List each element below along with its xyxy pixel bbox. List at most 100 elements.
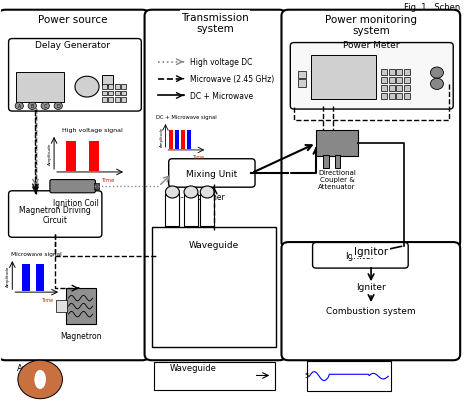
Text: Magnetron Driving
Circuit: Magnetron Driving Circuit	[19, 205, 91, 225]
Text: Microwave (2.45 GHz): Microwave (2.45 GHz)	[190, 75, 274, 84]
Bar	[115, 98, 120, 103]
Bar	[109, 85, 113, 90]
Bar	[36, 264, 44, 292]
Text: Waveguide: Waveguide	[189, 241, 239, 249]
Bar	[403, 93, 410, 99]
Bar	[335, 156, 340, 168]
Bar	[200, 194, 214, 227]
Text: Amplitude: Amplitude	[160, 126, 164, 146]
Bar	[389, 93, 395, 99]
Bar	[93, 184, 99, 190]
Text: Ignitor: Ignitor	[346, 251, 375, 260]
Text: Waveguide: Waveguide	[170, 364, 217, 373]
Text: 3-Stub Tuner: 3-Stub Tuner	[176, 192, 225, 201]
FancyBboxPatch shape	[312, 243, 408, 268]
Bar	[403, 69, 410, 75]
Text: Delay Generator: Delay Generator	[35, 41, 110, 51]
Text: Time: Time	[41, 298, 54, 303]
Bar	[323, 156, 329, 168]
Bar	[175, 131, 179, 150]
Text: Fig. 1.  Schen: Fig. 1. Schen	[404, 4, 461, 12]
FancyBboxPatch shape	[282, 11, 460, 249]
Text: 5: 5	[305, 373, 309, 379]
Text: Combustion system: Combustion system	[326, 306, 416, 315]
Circle shape	[184, 186, 198, 198]
Bar	[165, 194, 179, 227]
Text: Anode: Anode	[18, 364, 44, 373]
Text: Magnetron: Magnetron	[60, 332, 101, 340]
Bar	[121, 91, 127, 96]
Bar	[396, 69, 402, 75]
Bar	[121, 98, 127, 103]
Text: Transmission
system: Transmission system	[181, 13, 249, 34]
Text: Ignition Coil: Ignition Coil	[54, 199, 99, 208]
Bar	[381, 93, 387, 99]
Bar	[181, 131, 185, 150]
Bar	[66, 288, 96, 324]
Text: C: C	[44, 104, 47, 109]
Bar	[311, 56, 376, 99]
FancyBboxPatch shape	[282, 243, 460, 360]
Text: Ignitor: Ignitor	[354, 247, 388, 257]
Bar	[396, 77, 402, 83]
Bar	[187, 131, 191, 150]
FancyBboxPatch shape	[153, 227, 276, 348]
Text: Time: Time	[192, 154, 204, 160]
Bar	[396, 93, 402, 99]
Bar	[184, 194, 198, 227]
Text: High voltage DC: High voltage DC	[190, 58, 252, 67]
Bar	[307, 362, 391, 391]
FancyBboxPatch shape	[290, 43, 453, 110]
Bar	[102, 75, 113, 85]
Circle shape	[18, 360, 63, 399]
Text: High voltage signal: High voltage signal	[62, 128, 123, 133]
FancyBboxPatch shape	[169, 159, 255, 188]
Text: Mixing Unit: Mixing Unit	[186, 169, 237, 178]
Bar	[109, 91, 113, 96]
Text: Power monitoring
system: Power monitoring system	[325, 15, 417, 36]
Text: Microwave signal: Microwave signal	[11, 252, 62, 257]
Bar	[396, 85, 402, 91]
Circle shape	[75, 77, 99, 98]
Bar	[389, 77, 395, 83]
Bar	[298, 71, 306, 79]
Bar	[389, 85, 395, 91]
Bar	[298, 80, 306, 87]
Bar	[403, 85, 410, 91]
Text: Directional
Coupler &
Attenuator: Directional Coupler & Attenuator	[318, 169, 356, 189]
Text: Igniter: Igniter	[356, 282, 386, 291]
Text: Time: Time	[101, 178, 115, 183]
Bar	[316, 131, 358, 156]
Bar	[115, 91, 120, 96]
Circle shape	[28, 103, 36, 110]
Bar	[102, 98, 107, 103]
Circle shape	[165, 186, 179, 198]
Text: Power Meter: Power Meter	[343, 41, 399, 50]
FancyBboxPatch shape	[0, 11, 149, 360]
Text: D: D	[56, 104, 60, 109]
Text: Amplitude: Amplitude	[48, 142, 52, 165]
Circle shape	[54, 103, 63, 110]
Circle shape	[15, 103, 23, 110]
Bar	[381, 85, 387, 91]
Bar	[102, 91, 107, 96]
FancyBboxPatch shape	[9, 39, 141, 112]
Bar	[381, 69, 387, 75]
Circle shape	[430, 68, 444, 79]
Bar	[109, 98, 113, 103]
Circle shape	[430, 79, 444, 90]
Bar	[66, 142, 76, 172]
FancyBboxPatch shape	[50, 180, 95, 193]
Ellipse shape	[34, 370, 46, 389]
Bar	[403, 77, 410, 83]
Circle shape	[41, 103, 49, 110]
Text: DC + Microwave: DC + Microwave	[190, 92, 253, 101]
FancyBboxPatch shape	[9, 191, 102, 238]
Bar	[56, 300, 67, 312]
Text: DC + Microwave signal: DC + Microwave signal	[156, 115, 217, 120]
Text: A: A	[18, 104, 21, 109]
Bar	[389, 69, 395, 75]
Bar	[121, 85, 127, 90]
FancyBboxPatch shape	[154, 363, 274, 390]
Text: B: B	[30, 104, 34, 109]
